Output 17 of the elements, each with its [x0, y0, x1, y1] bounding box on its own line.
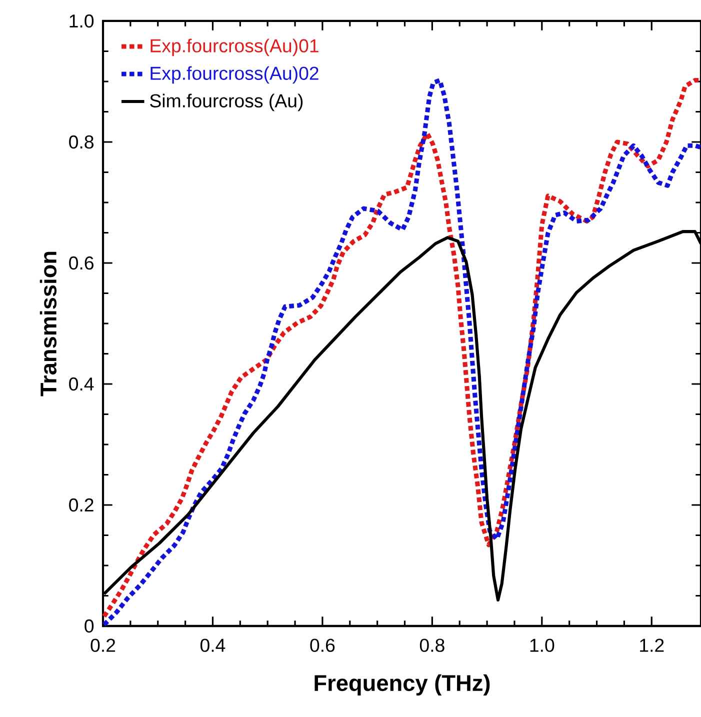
- x-tick-label: 1.0: [530, 638, 554, 652]
- y-tick-label: 0.2: [69, 498, 94, 512]
- x-tick-label: 1.2: [640, 638, 664, 652]
- y-tick-label: 0.8: [69, 135, 94, 149]
- legend-label: Exp.fourcross(Au)01: [150, 38, 318, 56]
- y-tick-label: 0.6: [69, 256, 94, 270]
- y-tick-label: 0.4: [69, 377, 94, 391]
- legend-label: Exp.fourcross(Au)02: [150, 66, 318, 84]
- y-tick-label: 0: [84, 619, 94, 633]
- x-tick-label: 0.2: [90, 638, 116, 652]
- y-tick-label: 1.0: [70, 14, 94, 28]
- x-tick-label: 0.8: [420, 638, 444, 652]
- x-tick-label: 0.6: [310, 638, 335, 652]
- x-tick-label: 0.4: [200, 638, 226, 652]
- x-axis-title: Frequency (THz): [314, 674, 490, 696]
- legend-label: Sim.fourcross (Au): [150, 94, 303, 112]
- y-axis-title: Transmission: [40, 252, 57, 396]
